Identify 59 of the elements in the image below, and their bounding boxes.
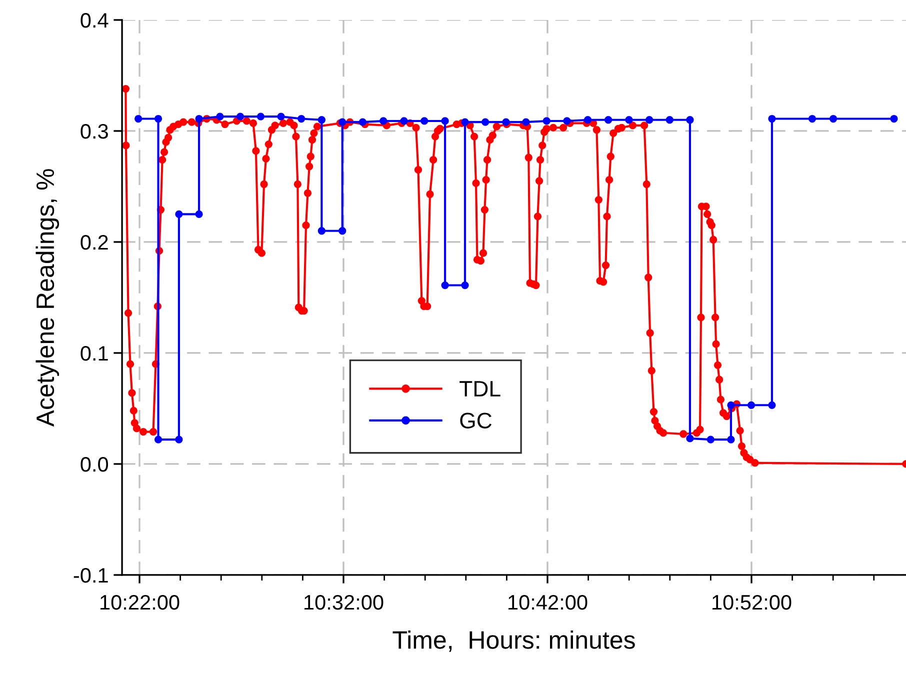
point: [216, 112, 224, 120]
point: [768, 114, 776, 123]
x-tick-label: 10:32:00: [304, 594, 384, 610]
legend-label: TDL: [460, 381, 500, 396]
point: [584, 116, 592, 124]
point: [298, 114, 306, 123]
point: [175, 210, 183, 218]
point: [461, 281, 469, 290]
point: [727, 436, 735, 444]
x-tick-label: 10:52:00: [712, 594, 792, 610]
point: [686, 116, 694, 124]
point: [441, 117, 449, 125]
point: [542, 117, 550, 125]
y-tick-label: 0.4: [80, 12, 108, 28]
point: [604, 116, 612, 124]
point: [134, 114, 142, 123]
x-axis-title: Time, Hours: minutes: [392, 630, 635, 652]
point: [400, 117, 408, 125]
y-tick-label: 0.2: [80, 234, 108, 250]
y-axis-title: Acetylene Readings, %: [36, 169, 60, 427]
point: [727, 401, 735, 409]
y-tick-label: -0.1: [74, 568, 108, 583]
point: [175, 436, 183, 444]
point: [338, 118, 346, 126]
point: [461, 118, 469, 126]
point: [747, 401, 756, 409]
point: [420, 117, 428, 125]
point: [236, 112, 244, 120]
point: [154, 436, 162, 444]
point: [890, 114, 898, 123]
point: [277, 112, 285, 120]
y-tick-label: 0.0: [80, 456, 108, 472]
point: [808, 114, 816, 123]
point: [706, 436, 714, 444]
point: [646, 116, 654, 124]
point: [666, 116, 674, 124]
point: [502, 118, 510, 126]
point: [154, 114, 162, 123]
point: [358, 118, 366, 126]
x-tick-label: 10:42:00: [508, 594, 588, 610]
point: [195, 210, 203, 218]
point: [686, 434, 694, 442]
point: [563, 117, 571, 125]
point: [625, 116, 633, 124]
point: [318, 116, 326, 124]
point: [195, 114, 203, 123]
x-tick-label: 10:22:00: [100, 594, 180, 610]
point: [338, 227, 346, 235]
point: [768, 401, 776, 409]
point: [441, 281, 449, 290]
point: [522, 118, 530, 126]
point: [256, 112, 265, 120]
y-tick-label: 0.3: [80, 124, 108, 139]
point: [380, 117, 388, 125]
y-tick-label: 0.1: [80, 346, 108, 361]
point: [318, 227, 326, 235]
point: [481, 118, 490, 126]
point: [829, 114, 838, 123]
legend-label: GC: [460, 412, 492, 428]
